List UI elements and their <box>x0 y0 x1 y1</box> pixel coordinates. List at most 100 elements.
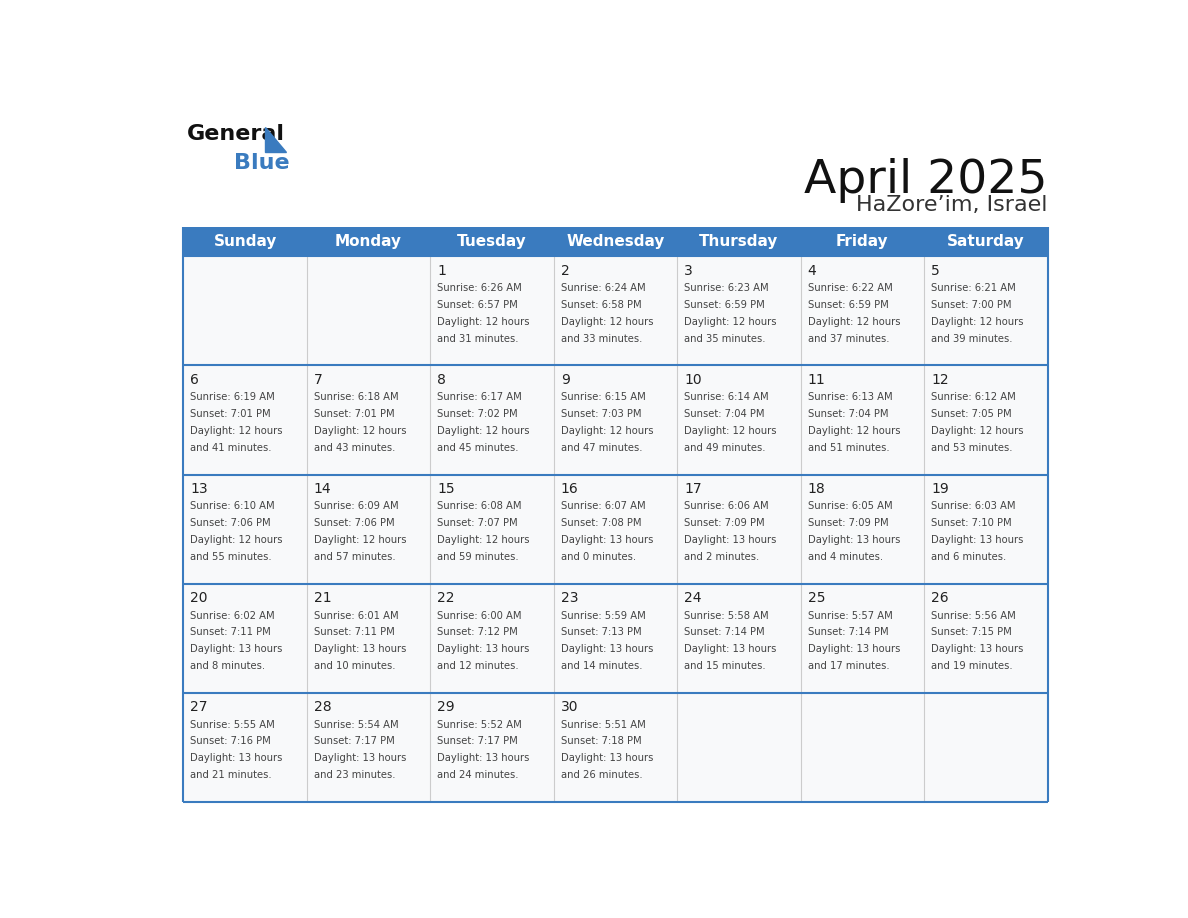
Text: 22: 22 <box>437 591 455 605</box>
Text: and 2 minutes.: and 2 minutes. <box>684 553 759 563</box>
Text: Sunrise: 6:15 AM: Sunrise: 6:15 AM <box>561 392 645 402</box>
Text: 6: 6 <box>190 374 200 387</box>
Text: Sunrise: 5:52 AM: Sunrise: 5:52 AM <box>437 720 522 730</box>
Text: Sunset: 7:14 PM: Sunset: 7:14 PM <box>808 627 889 637</box>
Text: Sunset: 7:17 PM: Sunset: 7:17 PM <box>314 736 394 746</box>
Text: Sunset: 7:03 PM: Sunset: 7:03 PM <box>561 409 642 420</box>
Bar <box>183 227 1048 256</box>
Text: and 26 minutes.: and 26 minutes. <box>561 770 643 780</box>
Text: Daylight: 13 hours: Daylight: 13 hours <box>190 754 283 764</box>
Text: Sunset: 7:04 PM: Sunset: 7:04 PM <box>808 409 889 420</box>
Text: and 15 minutes.: and 15 minutes. <box>684 661 766 671</box>
Text: Wednesday: Wednesday <box>567 234 664 250</box>
Text: Daylight: 13 hours: Daylight: 13 hours <box>314 754 406 764</box>
Text: 4: 4 <box>808 264 816 278</box>
Text: Daylight: 13 hours: Daylight: 13 hours <box>931 535 1023 545</box>
Text: Daylight: 12 hours: Daylight: 12 hours <box>314 535 406 545</box>
Text: Sunrise: 6:02 AM: Sunrise: 6:02 AM <box>190 610 274 621</box>
Text: 23: 23 <box>561 591 579 605</box>
Text: and 8 minutes.: and 8 minutes. <box>190 661 265 671</box>
Text: and 49 minutes.: and 49 minutes. <box>684 443 765 453</box>
Text: Blue: Blue <box>234 153 290 174</box>
Text: April 2025: April 2025 <box>804 158 1048 203</box>
Text: Sunrise: 6:12 AM: Sunrise: 6:12 AM <box>931 392 1016 402</box>
Text: and 43 minutes.: and 43 minutes. <box>314 443 396 453</box>
Text: Sunset: 7:04 PM: Sunset: 7:04 PM <box>684 409 765 420</box>
Text: Sunset: 7:17 PM: Sunset: 7:17 PM <box>437 736 518 746</box>
Text: and 14 minutes.: and 14 minutes. <box>561 661 643 671</box>
Text: Daylight: 12 hours: Daylight: 12 hours <box>437 426 530 436</box>
Text: Daylight: 13 hours: Daylight: 13 hours <box>437 754 530 764</box>
Text: Sunset: 7:01 PM: Sunset: 7:01 PM <box>190 409 271 420</box>
Text: 1: 1 <box>437 264 447 278</box>
Text: Thursday: Thursday <box>700 234 778 250</box>
Text: 5: 5 <box>931 264 940 278</box>
Text: Daylight: 12 hours: Daylight: 12 hours <box>808 426 901 436</box>
Text: Friday: Friday <box>836 234 889 250</box>
Text: Sunrise: 6:19 AM: Sunrise: 6:19 AM <box>190 392 276 402</box>
Text: Sunset: 7:13 PM: Sunset: 7:13 PM <box>561 627 642 637</box>
Text: and 19 minutes.: and 19 minutes. <box>931 661 1012 671</box>
Text: Sunset: 7:12 PM: Sunset: 7:12 PM <box>437 627 518 637</box>
Text: Sunset: 7:11 PM: Sunset: 7:11 PM <box>314 627 394 637</box>
Text: 14: 14 <box>314 482 331 497</box>
Text: Daylight: 12 hours: Daylight: 12 hours <box>561 318 653 328</box>
Text: Sunrise: 6:03 AM: Sunrise: 6:03 AM <box>931 501 1016 511</box>
Text: Sunset: 6:58 PM: Sunset: 6:58 PM <box>561 300 642 310</box>
Text: and 0 minutes.: and 0 minutes. <box>561 553 636 563</box>
Text: Daylight: 12 hours: Daylight: 12 hours <box>931 318 1024 328</box>
Text: Daylight: 13 hours: Daylight: 13 hours <box>561 754 653 764</box>
Text: 9: 9 <box>561 374 569 387</box>
Text: Sunrise: 6:14 AM: Sunrise: 6:14 AM <box>684 392 769 402</box>
Bar <box>183 475 1048 584</box>
Text: Sunrise: 6:09 AM: Sunrise: 6:09 AM <box>314 501 398 511</box>
Text: 18: 18 <box>808 482 826 497</box>
Text: Daylight: 12 hours: Daylight: 12 hours <box>437 535 530 545</box>
Text: 30: 30 <box>561 700 579 714</box>
Text: Sunrise: 5:59 AM: Sunrise: 5:59 AM <box>561 610 645 621</box>
Text: Sunrise: 6:26 AM: Sunrise: 6:26 AM <box>437 284 522 294</box>
Text: 3: 3 <box>684 264 693 278</box>
Text: Sunday: Sunday <box>214 234 277 250</box>
Text: Sunrise: 6:01 AM: Sunrise: 6:01 AM <box>314 610 398 621</box>
Text: Sunrise: 6:10 AM: Sunrise: 6:10 AM <box>190 501 274 511</box>
Text: Daylight: 12 hours: Daylight: 12 hours <box>931 426 1024 436</box>
Text: Sunset: 7:09 PM: Sunset: 7:09 PM <box>684 519 765 529</box>
Text: Daylight: 12 hours: Daylight: 12 hours <box>808 318 901 328</box>
Text: and 53 minutes.: and 53 minutes. <box>931 443 1012 453</box>
Text: and 55 minutes.: and 55 minutes. <box>190 553 272 563</box>
Text: Daylight: 13 hours: Daylight: 13 hours <box>808 644 901 655</box>
Text: General: General <box>188 124 285 144</box>
Text: and 17 minutes.: and 17 minutes. <box>808 661 889 671</box>
Text: Sunrise: 6:00 AM: Sunrise: 6:00 AM <box>437 610 522 621</box>
Text: Sunset: 7:18 PM: Sunset: 7:18 PM <box>561 736 642 746</box>
Text: Sunrise: 6:17 AM: Sunrise: 6:17 AM <box>437 392 522 402</box>
Text: Sunset: 7:00 PM: Sunset: 7:00 PM <box>931 300 1011 310</box>
Text: Tuesday: Tuesday <box>457 234 526 250</box>
Text: Sunrise: 6:22 AM: Sunrise: 6:22 AM <box>808 284 892 294</box>
Text: Daylight: 12 hours: Daylight: 12 hours <box>190 426 283 436</box>
Text: Daylight: 13 hours: Daylight: 13 hours <box>437 644 530 655</box>
Text: Sunrise: 6:08 AM: Sunrise: 6:08 AM <box>437 501 522 511</box>
Bar <box>183 256 1048 365</box>
Text: 17: 17 <box>684 482 702 497</box>
Text: Sunset: 7:16 PM: Sunset: 7:16 PM <box>190 736 271 746</box>
Text: Sunrise: 5:54 AM: Sunrise: 5:54 AM <box>314 720 398 730</box>
Text: Sunrise: 5:51 AM: Sunrise: 5:51 AM <box>561 720 645 730</box>
Text: Sunrise: 5:56 AM: Sunrise: 5:56 AM <box>931 610 1016 621</box>
Text: Daylight: 12 hours: Daylight: 12 hours <box>561 426 653 436</box>
Text: Sunset: 7:02 PM: Sunset: 7:02 PM <box>437 409 518 420</box>
Text: and 57 minutes.: and 57 minutes. <box>314 553 396 563</box>
Text: 13: 13 <box>190 482 208 497</box>
Text: Daylight: 12 hours: Daylight: 12 hours <box>684 426 777 436</box>
Text: and 21 minutes.: and 21 minutes. <box>190 770 272 780</box>
Text: and 33 minutes.: and 33 minutes. <box>561 334 642 344</box>
Text: and 12 minutes.: and 12 minutes. <box>437 661 519 671</box>
Text: 10: 10 <box>684 374 702 387</box>
Text: Daylight: 13 hours: Daylight: 13 hours <box>684 644 777 655</box>
Text: Daylight: 13 hours: Daylight: 13 hours <box>808 535 901 545</box>
Text: 28: 28 <box>314 700 331 714</box>
Text: Sunrise: 6:24 AM: Sunrise: 6:24 AM <box>561 284 645 294</box>
Text: Sunrise: 6:05 AM: Sunrise: 6:05 AM <box>808 501 892 511</box>
Text: Sunrise: 6:21 AM: Sunrise: 6:21 AM <box>931 284 1016 294</box>
